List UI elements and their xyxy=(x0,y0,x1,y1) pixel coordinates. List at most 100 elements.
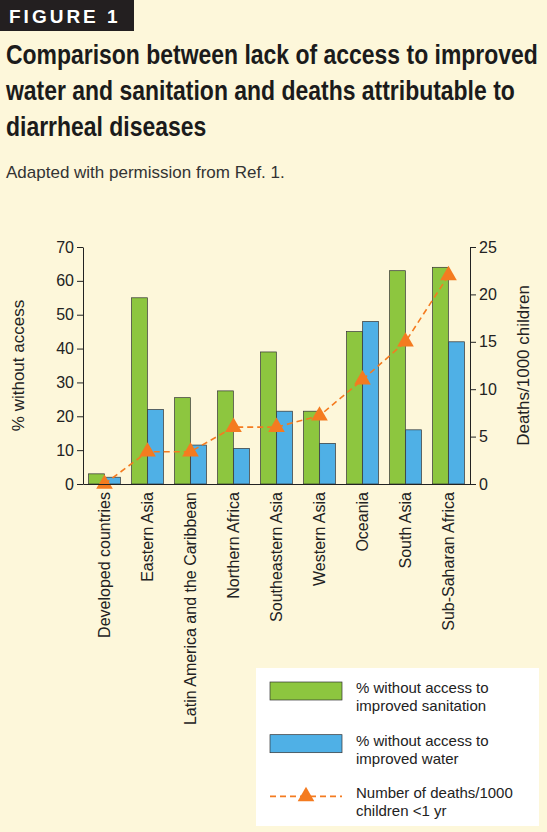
text-line: improved sanitation xyxy=(356,697,486,714)
text-line: % without access to xyxy=(356,732,489,749)
y-tick-mark xyxy=(77,484,83,485)
plot-area xyxy=(89,266,465,489)
bar xyxy=(347,332,363,484)
marker xyxy=(182,442,199,456)
x-tick-label: Northern Africa xyxy=(225,492,242,599)
y-tick: 20 xyxy=(56,408,83,425)
x-tick: Developed countries xyxy=(96,492,113,638)
text-line: Number of deaths/1000 xyxy=(356,784,513,801)
y2-tick-mark xyxy=(470,484,476,485)
x-tick-label: Eastern Asia xyxy=(139,492,156,582)
y-tick-mark xyxy=(77,450,83,451)
bar xyxy=(175,398,191,484)
y2-tick: 0 xyxy=(470,476,488,493)
legend-label: % without access toimproved sanitation xyxy=(356,679,489,714)
y-tick: 30 xyxy=(56,374,83,391)
figure: FIGURE 1 Comparison between lack of acces… xyxy=(0,0,547,832)
marker xyxy=(139,442,156,456)
y2-tick-label: 15 xyxy=(479,333,497,350)
x-tick: Northern Africa xyxy=(225,492,242,599)
y-axis-title: % without access xyxy=(9,300,28,431)
background xyxy=(0,0,547,832)
x-tick: Western Asia xyxy=(311,492,328,586)
figure-label-group: FIGURE 1 xyxy=(0,0,134,31)
y2-tick-label: 25 xyxy=(479,239,497,256)
y-tick-label: 10 xyxy=(56,442,74,459)
text-line: improved water xyxy=(356,750,459,767)
bar xyxy=(406,430,422,484)
y2-tick-label: 5 xyxy=(479,428,488,445)
subtitle: Adapted with permission from Ref. 1. xyxy=(6,163,285,182)
title: Comparison between lack of access to imp… xyxy=(5,39,538,142)
legend-entry: % without access toimproved water xyxy=(270,732,489,767)
y-tick-mark xyxy=(77,281,83,282)
x-tick: Eastern Asia xyxy=(139,492,156,582)
x-tick-label: Western Asia xyxy=(311,492,328,586)
y2-tick: 5 xyxy=(470,428,488,445)
text-line: diarrheal diseases xyxy=(6,111,206,142)
y-tick-label: 20 xyxy=(56,408,74,425)
y2-tick-mark xyxy=(470,342,476,343)
x-tick: South Asia xyxy=(397,492,414,569)
x-axis-line xyxy=(84,484,471,485)
y2-tick: 10 xyxy=(470,381,497,398)
marker xyxy=(440,266,457,280)
bar xyxy=(320,443,336,484)
marker xyxy=(96,474,113,488)
y2-tick-label: 20 xyxy=(479,286,497,303)
x-tick-label: Oceania xyxy=(354,492,371,552)
bar xyxy=(433,267,449,484)
x-tick: Southeastern Asia xyxy=(268,492,285,622)
legend-entry: % without access toimproved sanitation xyxy=(270,679,489,714)
y-tick-mark xyxy=(77,349,83,350)
y-tick: 60 xyxy=(56,272,83,289)
y-tick-mark xyxy=(77,315,83,316)
marker xyxy=(268,418,285,432)
text-line: children <1 yr xyxy=(356,802,446,819)
x-tick-label: Southeastern Asia xyxy=(268,492,285,622)
x-tick-label: Sub-Saharan Africa xyxy=(440,492,457,631)
y2-tick: 20 xyxy=(470,286,497,303)
bar xyxy=(218,391,234,484)
y-tick: 40 xyxy=(56,340,83,357)
y2-tick-mark xyxy=(470,437,476,438)
bar xyxy=(261,352,277,484)
y-tick-label: 70 xyxy=(56,239,74,256)
marker xyxy=(354,370,371,384)
bar-series xyxy=(89,267,449,484)
bar-series xyxy=(105,321,465,484)
bar xyxy=(390,271,406,484)
legend-marker xyxy=(298,787,315,801)
legend-swatch xyxy=(270,735,342,753)
y-tick-label: 40 xyxy=(56,340,74,357)
bar xyxy=(234,448,250,484)
figure-label: FIGURE 1 xyxy=(9,6,121,27)
y-tick-mark xyxy=(77,416,83,417)
y-axis: 010203040506070 xyxy=(56,239,83,493)
y2-axis: 0 5 10 15 20 25 xyxy=(470,239,497,493)
text-line: water and sanitation and deaths attribut… xyxy=(5,75,515,106)
legend-swatch xyxy=(270,682,342,700)
figure-label-box xyxy=(0,0,134,31)
text-line: % without access to xyxy=(356,679,489,696)
x-tick-label: South Asia xyxy=(397,492,414,569)
bar xyxy=(363,321,379,484)
bar xyxy=(449,342,465,484)
y2-tick-mark xyxy=(470,294,476,295)
y2-tick: 15 xyxy=(470,333,497,350)
y-tick: 70 xyxy=(56,239,83,256)
markers xyxy=(96,266,457,489)
y2-tick-mark xyxy=(470,389,476,390)
legend-entry: Number of deaths/1000children <1 yr xyxy=(270,784,513,819)
y-tick-label: 60 xyxy=(56,272,74,289)
text-line: Comparison between lack of access to imp… xyxy=(6,39,538,70)
y-axis-line xyxy=(83,248,84,485)
x-tick-label: Latin America and the Caribbean xyxy=(182,492,199,725)
marker xyxy=(397,332,414,346)
y2-tick-mark xyxy=(470,247,476,248)
y-tick: 10 xyxy=(56,442,83,459)
y-tick-mark xyxy=(77,382,83,383)
x-tick-label: Developed countries xyxy=(96,492,113,638)
y-tick-label: 0 xyxy=(65,476,74,493)
y2-tick: 25 xyxy=(470,239,497,256)
